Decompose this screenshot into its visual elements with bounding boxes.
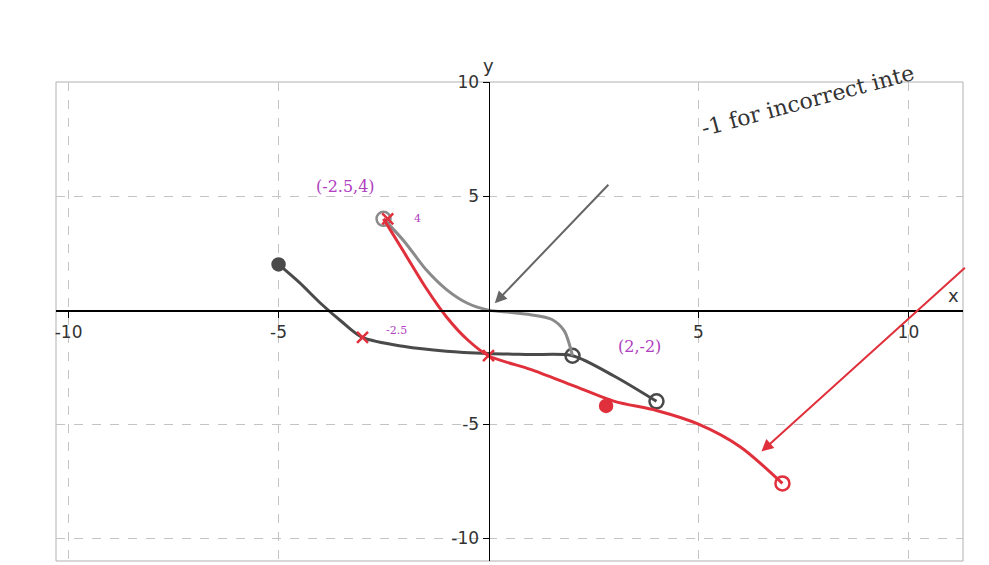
svg-text:-1 for incorrect inte: -1 for incorrect inte [699,60,917,141]
svg-text:-5: -5 [270,322,287,342]
svg-text:5: 5 [468,186,479,206]
svg-text:5: 5 [693,322,704,342]
svg-text:10: 10 [457,72,479,92]
svg-text:-5: -5 [462,414,479,434]
svg-text:10: 10 [898,322,920,342]
svg-text:(-2.5,4): (-2.5,4) [316,177,375,196]
svg-text:-2.5: -2.5 [386,324,407,337]
svg-text:(2,-2): (2,-2) [618,337,661,356]
svg-text:x: x [948,285,959,306]
svg-text:-10: -10 [451,528,479,548]
svg-text:4: 4 [414,212,421,225]
svg-text:-10: -10 [55,322,83,342]
svg-text:y: y [483,55,494,76]
